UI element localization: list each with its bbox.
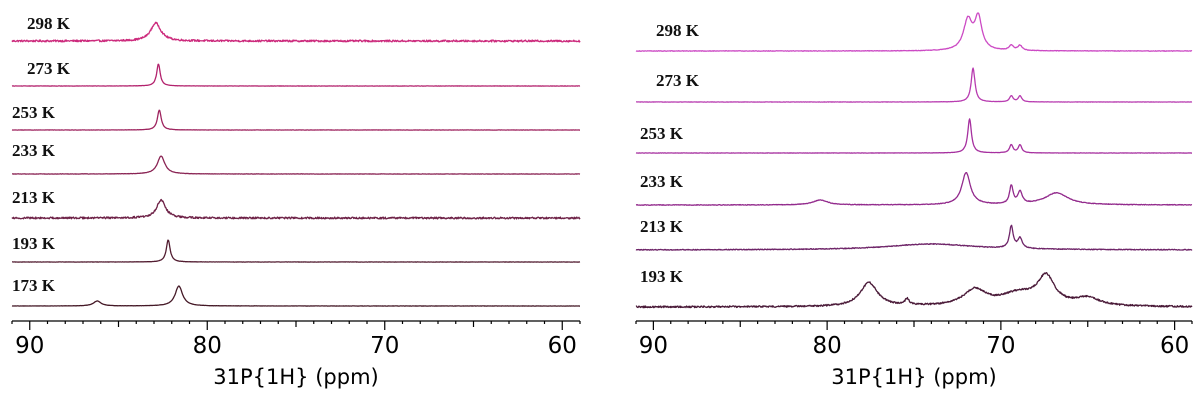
spectrum-trace-253k xyxy=(11,109,581,131)
x-tick-label: 90 xyxy=(15,333,44,359)
temperature-label: 233 K xyxy=(640,172,684,191)
temperature-label: 213 K xyxy=(12,188,56,207)
spectrum-trace-273k xyxy=(635,67,1193,103)
temperature-label: 193 K xyxy=(640,267,684,286)
temperature-label: 213 K xyxy=(640,217,684,236)
right-spectra-panel: 90 80 70 60 31P{1H} (ppm) 298 K 273 K 253 K 233 … xyxy=(635,12,1193,389)
x-tick-label: 70 xyxy=(986,333,1015,359)
temperature-label: 273 K xyxy=(656,71,700,90)
x-axis-title: 31P{1H} (ppm) xyxy=(213,365,378,389)
temperature-label: 193 K xyxy=(12,234,56,253)
spectrum-trace-193k xyxy=(11,239,581,263)
x-tick-label: 60 xyxy=(548,333,577,359)
spectrum-trace-298k xyxy=(635,12,1193,52)
temperature-label: 298 K xyxy=(656,21,700,40)
spectrum-trace-173k xyxy=(11,285,581,307)
spectrum-trace-193k xyxy=(635,271,1193,309)
spectrum-trace-233k xyxy=(635,171,1193,206)
temperature-label: 233 K xyxy=(12,141,56,160)
x-tick-label: 80 xyxy=(193,333,222,359)
temperature-label: 298 K xyxy=(27,14,71,33)
left-spectra-panel: 90 80 70 60 31P{1H} (ppm) 298 K 273 K 253 K 233 … xyxy=(11,14,581,389)
spectrum-trace-233k xyxy=(11,155,581,175)
x-tick-label: 80 xyxy=(812,333,841,359)
temperature-label: 173 K xyxy=(12,276,56,295)
spectrum-trace-213k xyxy=(11,198,581,220)
x-tick-label: 90 xyxy=(639,333,668,359)
spectrum-trace-253k xyxy=(635,118,1193,154)
temperature-label: 253 K xyxy=(12,103,56,122)
temperature-label: 253 K xyxy=(640,124,684,143)
x-tick-label: 60 xyxy=(1160,333,1189,359)
x-tick-label: 70 xyxy=(370,333,399,359)
spectrum-trace-298k xyxy=(11,21,581,43)
spectrum-trace-273k xyxy=(11,63,581,87)
x-axis-title: 31P{1H} (ppm) xyxy=(831,365,996,389)
temperature-label: 273 K xyxy=(27,59,71,78)
spectrum-trace-213k xyxy=(635,224,1193,251)
